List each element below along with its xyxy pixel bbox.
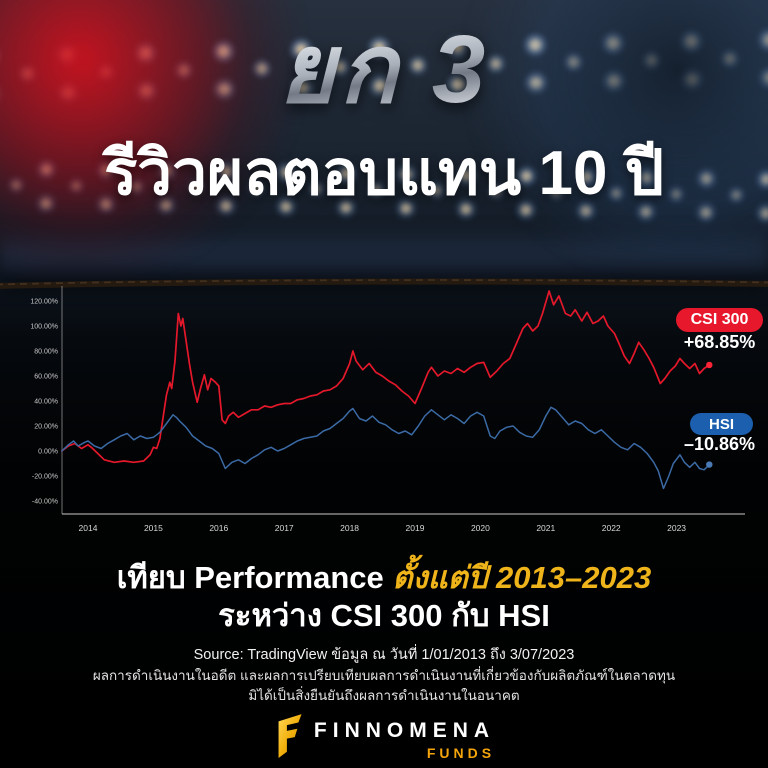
y-tick-label: 100.00% [30,324,58,331]
y-tick-label: 20.00% [34,424,58,431]
csi300-series-label: CSI 300 [690,311,749,328]
hsi-line [61,406,711,490]
brand-sub: FUNDS [426,745,496,762]
x-tick-label: 2015 [144,523,163,533]
y-tick-label: 40.00% [34,399,58,406]
page-title: รีวิวผลตอบแทน 10 ปี [103,139,665,208]
x-tick-label: 2018 [340,523,359,533]
csi300-end-dot [706,361,713,369]
x-tick-label: 2021 [536,523,555,533]
caption-period-text: ตั้งแต่ปี 2013–2023 [392,560,652,595]
boxing-ring-rope-texture [0,279,768,286]
x-tick-label: 2017 [275,523,294,533]
logo-wordmark: FINNOMENA FUNDS [314,712,495,761]
y-tick-label: 80.00% [34,349,58,356]
csi300-final-return: +68.85% [683,332,756,352]
brand-name: FINNOMENA [313,719,496,742]
x-tick-label: 2019 [406,523,425,533]
y-tick-label: -20.00% [32,474,58,481]
top-right-vignette [528,0,768,200]
caption-line-2: ระหว่าง CSI 300 กับ HSI [218,598,550,633]
y-tick-label: 0.00% [38,449,58,456]
boxing-ring-rope [0,278,768,289]
red-corner-glow [0,0,310,270]
y-tick-label: 60.00% [34,374,58,381]
hsi-final-return: –10.86% [683,434,756,454]
x-tick-label: 2020 [471,523,490,533]
y-tick-label: -40.00% [32,499,58,506]
y-tick-label: 120.00% [30,299,58,306]
x-tick-label: 2022 [602,523,621,533]
csi300-series-badge: CSI 300 [676,308,763,332]
hsi-end-dot [706,461,713,468]
caption-compare-text: เทียบ Performance [116,560,393,595]
x-tick-label: 2016 [209,523,228,533]
x-tick-label: 2023 [667,523,686,533]
csi300-line [60,290,711,464]
hsi-series-badge: HSI [690,413,753,435]
disclaimer-line-2: มิได้เป็นสิ่งยืนยันถึงผลการดำเนินงานในอน… [248,688,520,703]
finnomena-logo: FINNOMENA FUNDS [0,712,768,761]
finnomena-f-icon [278,714,302,758]
source-note: Source: TradingView ข้อมูล ณ วันที่ 1/01… [193,647,575,663]
hsi-series-label: HSI [708,415,734,433]
round-title: ยก 3 [0,10,768,130]
caption-line-1: เทียบ Performance ตั้งแต่ปี 2013–2023 [0,552,768,602]
disclaimer-line-1: ผลการดำเนินงานในอดีต และผลการเปรียบเทียบ… [92,668,676,683]
x-tick-label: 2014 [79,523,98,533]
